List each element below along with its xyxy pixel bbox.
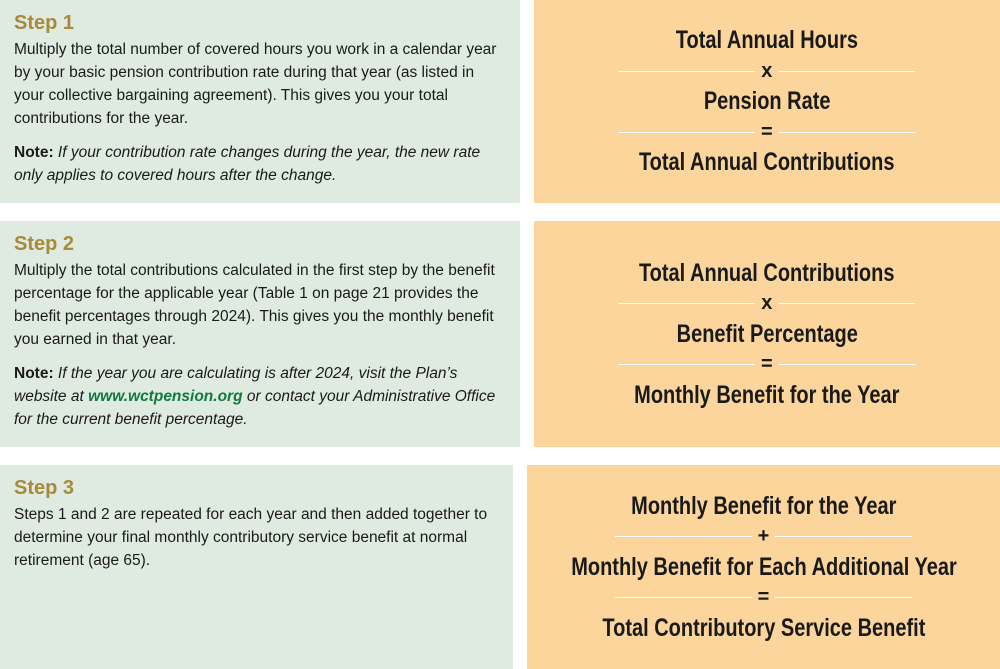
formula: Total Annual Hours x Pension Rate = Total An…	[533, 0, 1000, 203]
operator: +	[757, 525, 770, 547]
formula-term: Total Annual Contributions	[639, 148, 895, 176]
step-row: Step 3 Steps 1 and 2 are repeated for eac…	[0, 465, 1000, 669]
step-body: Steps 1 and 2 are repeated for each year…	[14, 506, 488, 569]
rule	[618, 303, 756, 304]
rule	[614, 597, 752, 598]
operator: x	[761, 59, 773, 82]
formula-term: Benefit Percentage	[676, 319, 858, 348]
rule	[778, 131, 916, 133]
formula: Monthly Benefit for the Year + Monthly Ben…	[527, 465, 1000, 669]
rule	[778, 364, 916, 365]
step-title: Step 2	[14, 233, 75, 255]
note-label: Note:	[14, 144, 54, 161]
website-link[interactable]: www.wctpension.org	[88, 388, 243, 405]
operator: =	[761, 120, 773, 143]
step-note: Note: If the year you are calculating is…	[14, 362, 520, 431]
operator: =	[761, 353, 773, 375]
step-title: Step 3	[14, 477, 75, 499]
formula-operator-row: +	[609, 522, 919, 552]
note-text: or contact your Administrative Office fo…	[14, 388, 496, 428]
rule	[775, 536, 913, 537]
operator: x	[761, 292, 773, 314]
step-body: Multiply the total number of covered hou…	[14, 41, 497, 127]
rule	[618, 70, 756, 72]
rule	[618, 364, 756, 365]
step-title: Step 1	[14, 12, 75, 34]
formula-operator-row: =	[612, 350, 922, 380]
rule	[778, 303, 916, 304]
formula-term: Monthly Benefit for the Year	[634, 380, 900, 409]
rule	[778, 70, 916, 72]
formula-term: Pension Rate	[703, 87, 831, 115]
formula-operator-row: =	[609, 583, 919, 613]
step-text: Step 1 Multiply the total number of cover…	[0, 0, 520, 203]
note-label: Note:	[14, 365, 54, 382]
rule	[775, 597, 913, 598]
formula-operator-row: x	[612, 289, 921, 319]
formula-term: Monthly Benefit for the Year	[630, 491, 897, 520]
operator: =	[757, 586, 770, 608]
rule	[614, 536, 752, 537]
step-note: Note: If your contribution rate changes …	[14, 141, 520, 187]
formula-operator-row: =	[612, 117, 922, 147]
step-row: Step 1 Multiply the total number of cover…	[0, 0, 1000, 203]
rule	[618, 131, 756, 133]
formula-term: Monthly Benefit for Each Additional Year	[570, 552, 957, 581]
step-text: Step 2 Multiply the total contributions c…	[0, 221, 520, 447]
step-text: Step 3 Steps 1 and 2 are repeated for eac…	[0, 465, 513, 669]
formula-term: Total Annual Hours	[675, 26, 858, 54]
step-body: Multiply the total contributions calcula…	[14, 262, 495, 348]
formula-term: Total Annual Contributions	[639, 258, 895, 287]
formula: Total Annual Contributions x Benefit Perce…	[533, 221, 1000, 447]
note-text: If the year you are calculating is after…	[14, 365, 458, 405]
note-text: If your contribution rate changes during…	[14, 144, 481, 184]
step-row: Step 2 Multiply the total contributions c…	[0, 221, 1000, 447]
formula-operator-row: x	[612, 56, 921, 86]
formula-term: Total Contributory Service Benefit	[601, 613, 925, 642]
